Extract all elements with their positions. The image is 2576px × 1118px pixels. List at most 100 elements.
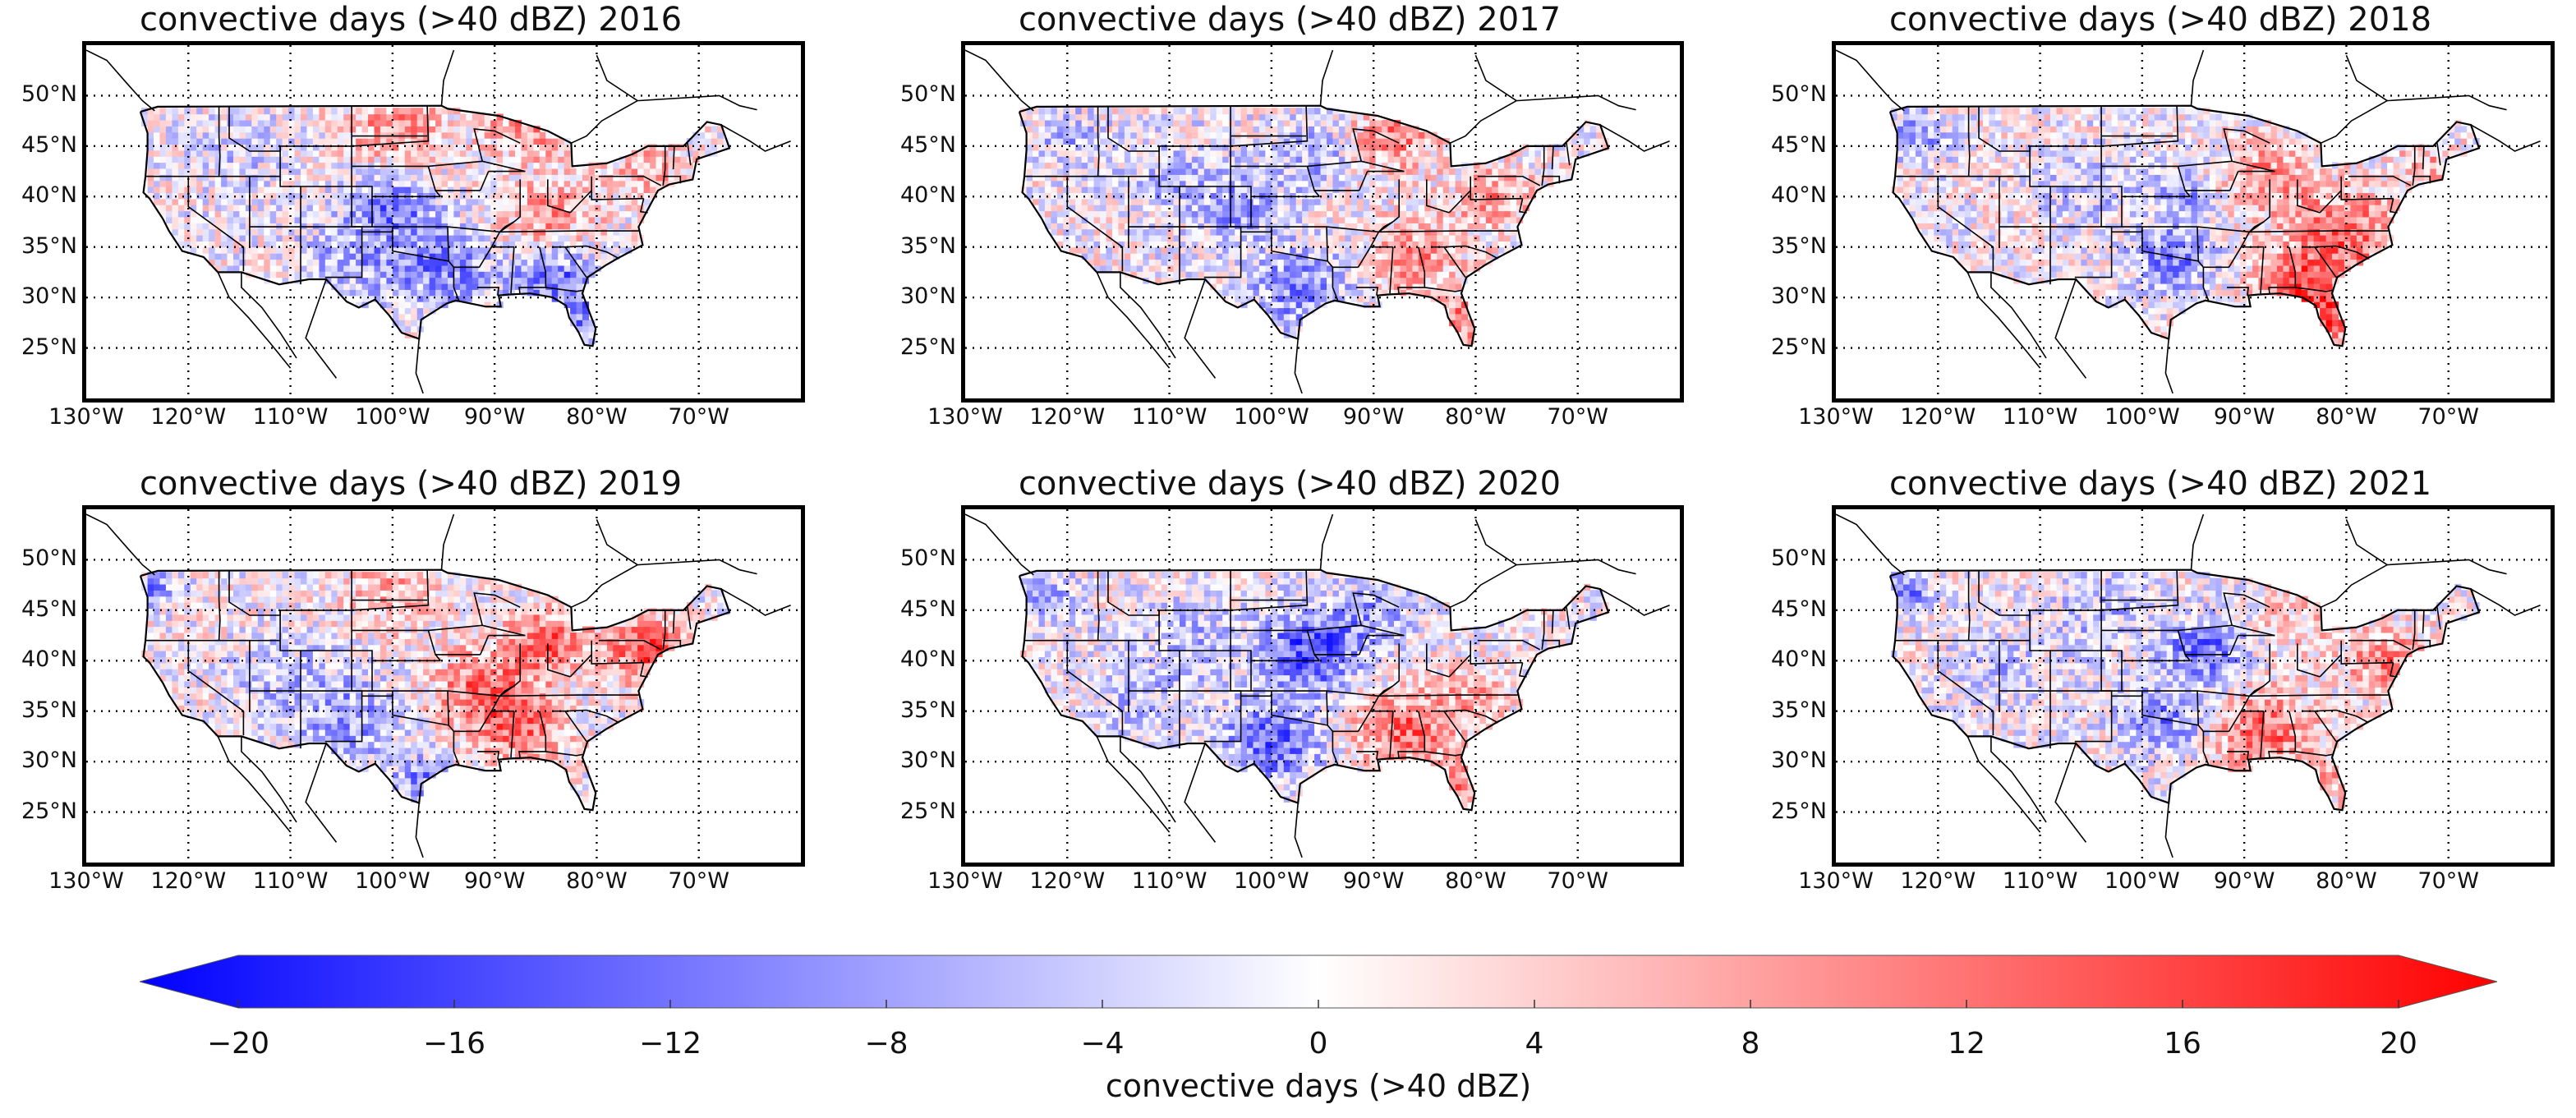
lon-label: 70°W xyxy=(1547,404,1608,430)
colorbar-tick-label: −8 xyxy=(864,1027,908,1060)
lat-label: 30°N xyxy=(21,283,77,310)
colorbar-label: convective days (>40 dBZ) xyxy=(1105,1068,1532,1104)
lat-label: 35°N xyxy=(899,697,956,723)
lon-label: 70°W xyxy=(1547,868,1608,894)
state-borders xyxy=(86,513,791,858)
panel-title: convective days (>40 dBZ) 2016 xyxy=(139,1,683,39)
lat-label: 40°N xyxy=(21,646,77,673)
anomaly-field xyxy=(1020,108,1609,345)
colorbar: −20 −16 −12 −8 −4 0 4 8 12 16 20 convective days (… xyxy=(138,932,2499,1113)
state-borders xyxy=(965,49,1670,394)
lon-label: 70°W xyxy=(668,868,729,894)
graticule xyxy=(1836,45,2551,398)
lon-label: 130°W xyxy=(48,404,124,430)
lon-label: 70°W xyxy=(2417,404,2479,430)
anomaly-field xyxy=(141,572,730,809)
colorbar-tick-label: −20 xyxy=(207,1027,269,1060)
panel-title: convective days (>40 dBZ) 2020 xyxy=(1018,465,1562,503)
lon-label: 100°W xyxy=(1233,404,1309,430)
lat-label: 50°N xyxy=(899,81,956,108)
panel-title: convective days (>40 dBZ) 2017 xyxy=(1018,1,1562,39)
map-panel-2020: convective days (>40 dBZ) 2020 50°N 45°N 40… xyxy=(879,464,1700,894)
lat-label: 35°N xyxy=(21,697,77,723)
colorbar-tick-label: −12 xyxy=(639,1027,702,1060)
lat-label: 35°N xyxy=(1770,232,1827,259)
state-borders xyxy=(86,49,791,394)
lat-label: 45°N xyxy=(899,596,956,622)
map-frame xyxy=(82,505,805,867)
lon-label: 100°W xyxy=(1233,868,1309,894)
graticule xyxy=(965,509,1680,863)
lat-label: 45°N xyxy=(21,596,77,622)
lon-label: 110°W xyxy=(252,868,329,894)
lon-label: 90°W xyxy=(1342,868,1405,894)
colorbar-gradient xyxy=(138,955,2499,1009)
lat-label: 25°N xyxy=(1770,798,1827,824)
graticule xyxy=(86,45,801,398)
map-panel-2021: convective days (>40 dBZ) 2021 50°N 45°N 40… xyxy=(1750,464,2571,894)
lat-label: 45°N xyxy=(21,131,77,158)
colorbar-tick-label: 16 xyxy=(2164,1027,2201,1060)
lon-label: 80°W xyxy=(566,868,628,894)
anomaly-map xyxy=(965,509,1680,863)
lat-label: 40°N xyxy=(899,182,956,209)
lat-label: 25°N xyxy=(899,798,956,824)
lon-label: 110°W xyxy=(2002,868,2078,894)
lon-label: 90°W xyxy=(463,404,526,430)
lat-label: 50°N xyxy=(21,545,77,572)
graticule xyxy=(86,509,801,863)
lat-label: 30°N xyxy=(899,748,956,774)
colorbar-tick-label: 12 xyxy=(1948,1027,1985,1060)
lat-label: 25°N xyxy=(21,334,77,360)
anomaly-map xyxy=(1836,45,2551,398)
lon-label: 130°W xyxy=(1798,868,1874,894)
lon-label: 120°W xyxy=(1029,868,1106,894)
panel-title: convective days (>40 dBZ) 2018 xyxy=(1888,1,2432,39)
lon-label: 120°W xyxy=(1900,868,1976,894)
lon-label: 80°W xyxy=(2316,868,2377,894)
lat-label: 40°N xyxy=(1770,646,1827,673)
colorbar-tick-label: 0 xyxy=(1309,1027,1328,1060)
anomaly-map xyxy=(965,45,1680,398)
lat-label: 45°N xyxy=(1770,596,1827,622)
map-frame xyxy=(82,41,805,403)
lat-label: 35°N xyxy=(1770,697,1827,723)
map-panel-2017: convective days (>40 dBZ) 2017 50°N 45°N 40… xyxy=(879,0,1700,430)
lon-label: 130°W xyxy=(927,404,1003,430)
lat-label: 50°N xyxy=(899,545,956,572)
state-borders xyxy=(1836,513,2541,858)
state-borders xyxy=(1836,49,2541,394)
lon-label: 90°W xyxy=(1342,404,1405,430)
lon-label: 80°W xyxy=(566,404,628,430)
lat-label: 50°N xyxy=(21,81,77,108)
map-panel-2019: convective days (>40 dBZ) 2019 50°N 45°N 40… xyxy=(0,464,821,894)
colorbar-tick-label: −4 xyxy=(1080,1027,1125,1060)
map-panel-2016: convective days (>40 dBZ) 2016 50°N 45°N 40… xyxy=(0,0,821,430)
lon-label: 100°W xyxy=(2104,404,2180,430)
map-frame xyxy=(1832,41,2555,403)
panel-title: convective days (>40 dBZ) 2021 xyxy=(1888,465,2432,503)
lat-label: 40°N xyxy=(899,646,956,673)
lat-label: 25°N xyxy=(21,798,77,824)
lon-label: 120°W xyxy=(150,404,227,430)
map-frame xyxy=(961,505,1684,867)
lon-label: 130°W xyxy=(1798,404,1874,430)
lon-label: 80°W xyxy=(1445,404,1506,430)
colorbar-tick-label: 8 xyxy=(1741,1027,1760,1060)
lon-label: 90°W xyxy=(463,868,526,894)
lon-label: 130°W xyxy=(927,868,1003,894)
lon-label: 100°W xyxy=(2104,868,2180,894)
anomaly-field xyxy=(1891,572,2480,809)
colorbar-tick-label: 4 xyxy=(1525,1027,1544,1060)
lat-label: 35°N xyxy=(899,232,956,259)
lat-label: 25°N xyxy=(1770,334,1827,360)
colorbar-tick-label: 20 xyxy=(2380,1027,2417,1060)
lon-label: 100°W xyxy=(354,404,430,430)
lat-label: 30°N xyxy=(1770,283,1827,310)
lon-label: 70°W xyxy=(668,404,729,430)
lon-label: 120°W xyxy=(1029,404,1106,430)
lon-label: 120°W xyxy=(1900,404,1976,430)
lat-label: 30°N xyxy=(21,748,77,774)
map-frame xyxy=(961,41,1684,403)
lat-label: 25°N xyxy=(899,334,956,360)
